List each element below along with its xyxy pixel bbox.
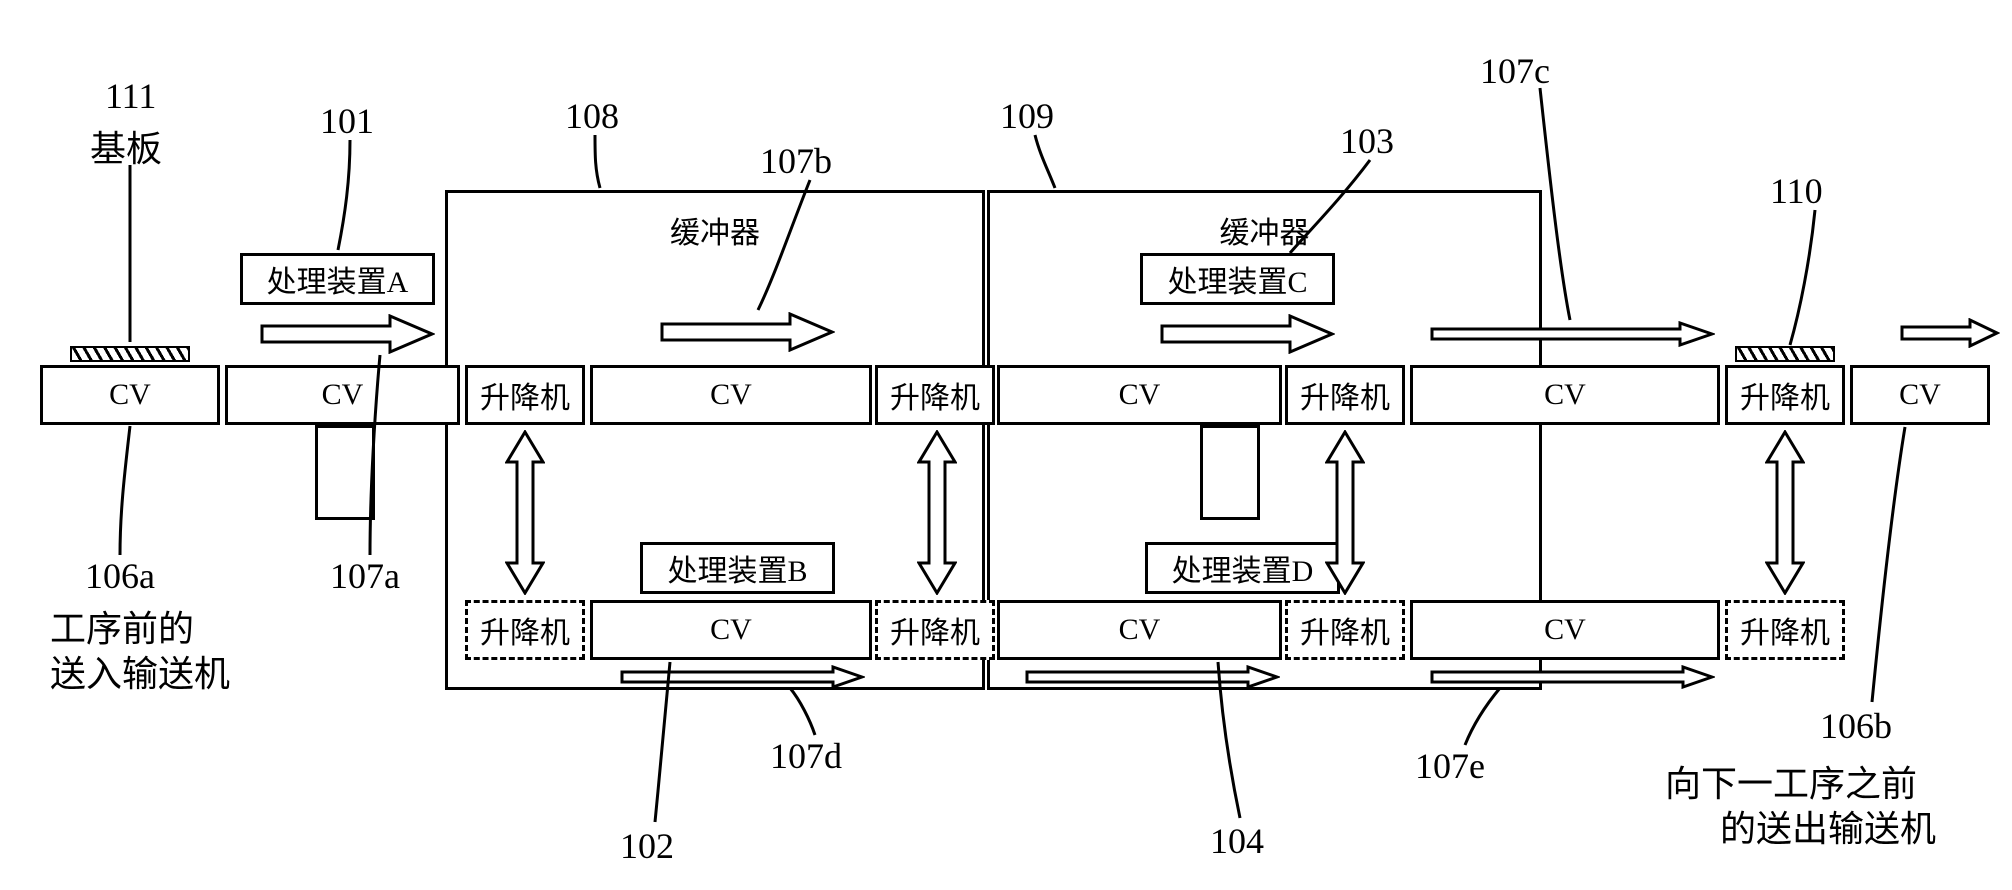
cv-bottom-2: CV: [997, 600, 1282, 660]
label-107b: 107b: [760, 140, 832, 182]
label-102: 102: [620, 825, 674, 867]
label-107a: 107a: [330, 555, 400, 597]
cv-2-text: CV: [322, 378, 364, 412]
cv-bottom-1: CV: [590, 600, 872, 660]
label-103: 103: [1340, 120, 1394, 162]
arrow-updown-4: [1765, 430, 1805, 595]
arrow-right-bottom-3: [1430, 665, 1715, 689]
arrow-right-bottom-1: [620, 665, 865, 689]
cv-1: CV: [40, 365, 220, 425]
label-107e: 107e: [1415, 745, 1485, 787]
cv-bottom-1-text: CV: [710, 613, 752, 647]
arrow-right-thin-4: [1430, 321, 1715, 347]
arrow-right-bottom-2: [1025, 665, 1280, 689]
cv-4-text: CV: [1119, 378, 1161, 412]
elevator-1-bottom-text: 升降机: [480, 608, 570, 652]
elevator-2-top: 升降机: [875, 365, 995, 425]
device-c-text: 处理装置C: [1167, 257, 1307, 301]
elevator-4-top-text: 升降机: [1740, 373, 1830, 417]
arrow-updown-1: [505, 430, 545, 595]
elevator-1-top: 升降机: [465, 365, 585, 425]
elevator-2-bottom-text: 升降机: [890, 608, 980, 652]
cv-6: CV: [1850, 365, 1990, 425]
tall-box-1: [315, 425, 375, 520]
elevator-3-top-text: 升降机: [1300, 373, 1390, 417]
cv-6-text: CV: [1899, 378, 1941, 412]
elevator-4-bottom-text: 升降机: [1740, 608, 1830, 652]
arrow-right-2: [660, 312, 835, 352]
device-a-box: 处理装置A: [240, 253, 435, 305]
elevator-3-bottom: 升降机: [1285, 600, 1405, 660]
device-b-text: 处理装置B: [667, 546, 807, 590]
arrow-updown-3: [1325, 430, 1365, 595]
label-107c: 107c: [1480, 50, 1550, 92]
label-111: 111: [105, 75, 156, 117]
elevator-2-top-text: 升降机: [890, 373, 980, 417]
arrow-right-3: [1160, 314, 1335, 354]
arrow-right-1: [260, 314, 435, 354]
cv-5: CV: [1410, 365, 1720, 425]
cv-3-text: CV: [710, 378, 752, 412]
cv-bottom-2-text: CV: [1119, 613, 1161, 647]
label-106a: 106a: [85, 555, 155, 597]
substrate-2: [1735, 346, 1835, 362]
elevator-2-bottom: 升降机: [875, 600, 995, 660]
cv-1-text: CV: [109, 378, 151, 412]
cv-3: CV: [590, 365, 872, 425]
device-b-box: 处理装置B: [640, 542, 835, 594]
device-a-text: 处理装置A: [267, 257, 409, 301]
elevator-3-top: 升降机: [1285, 365, 1405, 425]
cv-5-text: CV: [1544, 378, 1586, 412]
label-110: 110: [1770, 170, 1823, 212]
elevator-4-top: 升降机: [1725, 365, 1845, 425]
buffer-2-title: 缓冲器: [1220, 208, 1310, 252]
arrow-right-thin-5: [1900, 318, 2000, 348]
cv-2: CV: [225, 365, 460, 425]
label-106a-sub2: 送入输送机: [50, 645, 230, 697]
arrow-updown-2: [917, 430, 957, 595]
elevator-3-bottom-text: 升降机: [1300, 608, 1390, 652]
cv-4: CV: [997, 365, 1282, 425]
elevator-4-bottom: 升降机: [1725, 600, 1845, 660]
elevator-1-bottom: 升降机: [465, 600, 585, 660]
buffer-1-title: 缓冲器: [670, 208, 760, 252]
cv-bottom-3-text: CV: [1544, 613, 1586, 647]
device-d-text: 处理装置D: [1172, 546, 1314, 590]
label-108: 108: [565, 95, 619, 137]
label-111-sub: 基板: [90, 120, 162, 172]
tall-box-2: [1200, 425, 1260, 520]
label-106b-sub2: 的送出输送机: [1720, 800, 1936, 852]
substrate-1: [70, 346, 190, 362]
label-109: 109: [1000, 95, 1054, 137]
label-101: 101: [320, 100, 374, 142]
label-104: 104: [1210, 820, 1264, 862]
cv-bottom-3: CV: [1410, 600, 1720, 660]
device-d-box: 处理装置D: [1145, 542, 1340, 594]
label-106b: 106b: [1820, 705, 1892, 747]
device-c-box: 处理装置C: [1140, 253, 1335, 305]
elevator-1-top-text: 升降机: [480, 373, 570, 417]
label-107d: 107d: [770, 735, 842, 777]
